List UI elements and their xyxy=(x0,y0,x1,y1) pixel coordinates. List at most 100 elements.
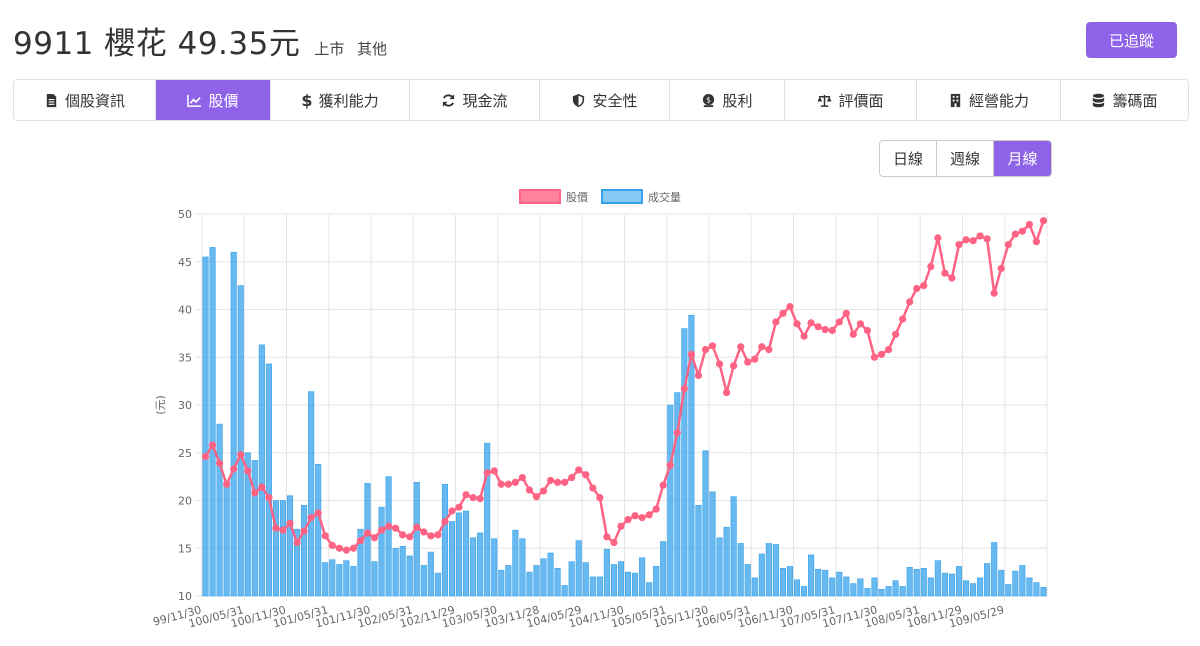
volume-bar xyxy=(857,578,864,597)
price-point xyxy=(842,309,850,317)
price-point xyxy=(927,262,935,271)
price-point xyxy=(737,343,745,351)
price-point xyxy=(462,491,470,499)
balance-scale-icon xyxy=(817,94,833,107)
volume-bar xyxy=(822,569,829,597)
volume-bar xyxy=(286,495,294,597)
volume-bar xyxy=(1012,570,1019,597)
price-point xyxy=(272,524,280,532)
refresh-icon xyxy=(443,93,455,107)
volume-bar xyxy=(484,442,491,597)
volume-bar xyxy=(906,567,913,597)
volume-bar xyxy=(653,566,660,597)
tab-label: 股利 xyxy=(722,91,753,110)
volume-bar xyxy=(308,391,315,597)
tab-profitability[interactable]: $ 獲利能力 xyxy=(271,80,410,120)
volume-bar xyxy=(251,460,258,597)
price-point xyxy=(969,237,977,245)
price-point xyxy=(701,346,710,354)
tab-label: 安全性 xyxy=(592,91,638,110)
price-point xyxy=(363,529,372,537)
volume-bar xyxy=(202,256,209,597)
tab-bar: 個股資訊 股價 $ 獲利能力 現金流 安全性 $ 股利 評價面 經營能力 籌碼面 xyxy=(13,79,1189,121)
tab-safety[interactable]: 安全性 xyxy=(540,80,670,120)
price-point xyxy=(934,234,942,242)
volume-bar xyxy=(406,555,413,597)
price-point xyxy=(230,465,238,473)
volume-bar xyxy=(223,481,230,597)
price-point xyxy=(610,538,618,547)
period-selector: 日線 週線 月線 xyxy=(879,140,1052,177)
track-button[interactable]: 已追蹤 xyxy=(1086,22,1177,58)
price-point xyxy=(208,441,217,449)
price-point xyxy=(546,476,555,485)
tab-chips[interactable]: 籌碼面 xyxy=(1061,80,1188,120)
volume-bar xyxy=(455,512,463,597)
tab-label: 評價面 xyxy=(838,91,884,110)
volume-bar xyxy=(934,560,941,597)
price-point xyxy=(525,486,534,494)
price-point xyxy=(723,388,731,397)
volume-bar xyxy=(603,548,610,597)
tab-valuation[interactable]: 評價面 xyxy=(785,80,917,120)
volume-bar xyxy=(899,586,906,597)
tab-operations[interactable]: 經營能力 xyxy=(917,80,1061,120)
price-point xyxy=(504,480,512,488)
volume-bar xyxy=(801,586,808,597)
y-tick-label: 45 xyxy=(178,256,192,269)
volume-bar xyxy=(561,585,568,597)
volume-bar xyxy=(984,563,991,597)
volume-bar xyxy=(350,566,357,597)
period-daily-button[interactable]: 日線 xyxy=(880,141,937,176)
volume-bar xyxy=(343,560,350,597)
price-point xyxy=(335,544,343,552)
volume-bar xyxy=(793,579,801,597)
volume-bar xyxy=(660,541,667,597)
volume-bar xyxy=(815,568,822,597)
price-point xyxy=(800,332,808,340)
y-tick-label: 25 xyxy=(178,447,192,460)
price-point xyxy=(251,489,259,497)
price-point xyxy=(265,494,273,502)
price-point xyxy=(997,264,1005,273)
price-point xyxy=(568,473,576,482)
volume-bar xyxy=(639,557,646,597)
volume-bar xyxy=(1026,577,1033,597)
price-point xyxy=(892,330,900,338)
price-point xyxy=(300,527,308,535)
volume-bar xyxy=(955,566,963,597)
period-weekly-button[interactable]: 週線 xyxy=(937,141,994,176)
price-point xyxy=(814,323,822,331)
volume-bar xyxy=(420,565,427,597)
volume-bar xyxy=(716,537,723,597)
price-point xyxy=(899,315,907,323)
price-point xyxy=(307,514,315,522)
price-point xyxy=(392,524,400,532)
volume-bar xyxy=(378,506,385,597)
volume-bar xyxy=(427,551,434,597)
volume-bar xyxy=(885,586,892,597)
volume-bar xyxy=(470,537,477,597)
price-point xyxy=(793,320,801,328)
tab-label: 籌碼面 xyxy=(1112,91,1158,110)
period-monthly-button[interactable]: 月線 xyxy=(994,141,1051,176)
volume-bar xyxy=(991,542,998,597)
tab-stock-info[interactable]: 個股資訊 xyxy=(14,80,156,120)
volume-bar xyxy=(829,577,836,597)
price-point xyxy=(941,269,949,277)
price-point xyxy=(554,478,562,486)
price-point xyxy=(413,523,421,531)
volume-bar xyxy=(441,483,448,597)
tab-price[interactable]: 股價 xyxy=(156,80,271,120)
stock-header: 9911 櫻花 49.35元 上市 其他 xyxy=(13,18,395,66)
price-point xyxy=(216,459,224,467)
price-point xyxy=(631,512,639,520)
volume-bar xyxy=(723,526,730,597)
tab-cash-flow[interactable]: 現金流 xyxy=(410,80,540,120)
tab-dividend[interactable]: $ 股利 xyxy=(670,80,785,120)
price-point xyxy=(779,309,787,317)
volume-bar xyxy=(596,576,603,597)
price-point xyxy=(758,343,766,351)
price-point xyxy=(223,480,231,488)
volume-bar xyxy=(779,568,786,597)
